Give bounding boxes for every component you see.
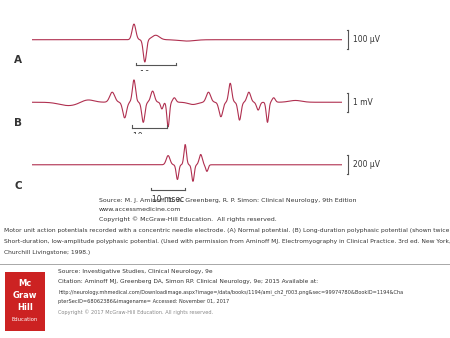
Text: A: A [14,55,22,66]
Text: Citation: Aminoff MJ, Greenberg DA, Simon RP. Clinical Neurology, 9e; 2015 Avail: Citation: Aminoff MJ, Greenberg DA, Simo… [58,279,319,284]
Text: 10 msec: 10 msec [140,70,172,79]
Text: C: C [14,180,22,191]
Text: 10 msec: 10 msec [152,195,184,204]
Text: pterSecID=68062386&imagename= Accessed: November 01, 2017: pterSecID=68062386&imagename= Accessed: … [58,299,230,304]
Text: 200 μV: 200 μV [353,160,380,169]
Text: www.accessmedicine.com: www.accessmedicine.com [99,207,181,212]
Text: 100 μV: 100 μV [353,35,380,44]
Text: B: B [14,118,22,128]
Text: 10 msec: 10 msec [134,132,166,141]
Text: Source: Investigative Studies, Clinical Neurology, 9e: Source: Investigative Studies, Clinical … [58,269,213,274]
Text: Education: Education [12,317,38,322]
Text: 1 mV: 1 mV [353,98,373,107]
Text: Mc: Mc [18,280,32,288]
Text: Copyright © 2017 McGraw-Hill Education. All rights reserved.: Copyright © 2017 McGraw-Hill Education. … [58,309,214,315]
Text: Short-duration, low-amplitude polyphasic potential. (Used with permission from A: Short-duration, low-amplitude polyphasic… [4,239,450,244]
Text: Graw: Graw [13,291,37,300]
Text: Churchill Livingstone; 1998.): Churchill Livingstone; 1998.) [4,250,91,255]
Text: Hill: Hill [17,303,33,312]
Text: http://neurology.mhmedical.com/Downloadimage.aspx?image=/data/books/1194/ami_ch2: http://neurology.mhmedical.com/Downloadi… [58,289,404,295]
Text: Source: M. J. Aminoff, D. A. Greenberg, R. P. Simon: Clinical Neurology, 9th Edi: Source: M. J. Aminoff, D. A. Greenberg, … [99,198,356,203]
Text: Motor unit action potentials recorded with a concentric needle electrode. (A) No: Motor unit action potentials recorded wi… [4,228,450,233]
Text: Copyright © McGraw-Hill Education.  All rights reserved.: Copyright © McGraw-Hill Education. All r… [99,217,277,222]
